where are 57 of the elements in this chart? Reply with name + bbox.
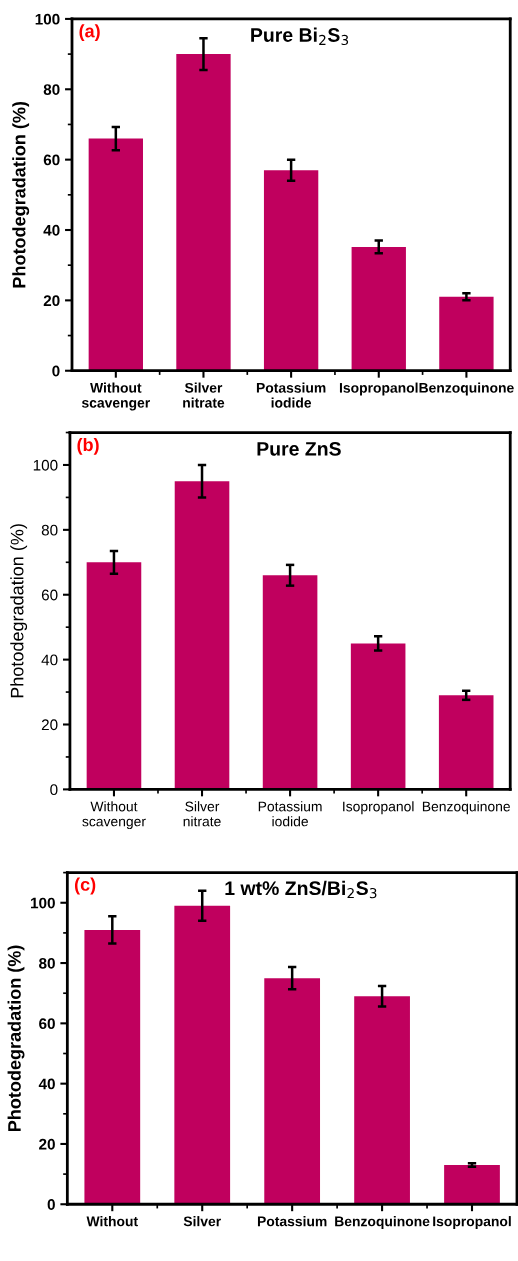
y-tick-label: 40 xyxy=(38,1078,55,1090)
x-tick-label: Benzoquinone xyxy=(419,382,514,396)
y-tick-label: 0 xyxy=(47,1199,55,1210)
x-tick-label: Silver xyxy=(183,1216,221,1227)
y-tick-label: 40 xyxy=(43,224,60,236)
x-tick-label: Silver nitrate xyxy=(183,801,221,827)
bar xyxy=(174,481,230,790)
y-tick-label: 100 xyxy=(31,897,55,909)
bar xyxy=(264,978,321,1205)
bar xyxy=(88,138,143,371)
y-axis-title: Photodegradation (%) xyxy=(12,101,30,288)
y-tick-label: 80 xyxy=(39,957,55,969)
bar xyxy=(439,296,494,371)
bar xyxy=(444,1165,500,1205)
x-tick-label: Potassium xyxy=(257,1216,327,1227)
bar xyxy=(438,695,494,790)
x-tick-label: Benzoquinone xyxy=(335,1216,430,1230)
bar xyxy=(263,170,319,371)
y-tick-label: 100 xyxy=(33,459,58,471)
bar xyxy=(354,996,410,1205)
y-axis-title: Photodegradation (%) xyxy=(10,524,28,698)
bar xyxy=(351,246,406,371)
x-tick-label: Benzoquinone xyxy=(422,801,510,815)
y-tick-label: 80 xyxy=(41,524,58,536)
y-tick-label: 80 xyxy=(43,84,60,95)
chart-title: Pure Bi$_{2}$S$_{3}$ xyxy=(251,27,349,46)
annotation: (c) xyxy=(74,877,96,895)
y-tick-label: 100 xyxy=(35,13,60,25)
y-tick-label: 40 xyxy=(41,654,58,666)
x-tick-label: Isopropanol xyxy=(339,382,418,396)
x-tick-label: Without scavenger xyxy=(81,382,150,411)
bar xyxy=(350,643,406,790)
x-tick-label: Without scavenger xyxy=(82,801,146,830)
chart-title: 1 wt% ZnS/Bi$_{2}$S$_{3}$ xyxy=(225,880,377,899)
y-tick-label: 60 xyxy=(43,154,60,166)
x-tick-label: Potassium iodide xyxy=(258,801,322,827)
y-axis-title: Photodegradation (%) xyxy=(7,945,25,1131)
x-tick-label: Silver nitrate xyxy=(183,382,225,408)
bar xyxy=(174,905,231,1205)
bar xyxy=(176,54,231,371)
y-tick-label: 20 xyxy=(39,1138,55,1150)
y-tick-label: 20 xyxy=(41,719,58,731)
y-tick-label: 0 xyxy=(50,784,58,796)
y-tick-label: 60 xyxy=(39,1018,55,1030)
y-tick-label: 0 xyxy=(52,365,60,377)
x-tick-label: Without xyxy=(86,1216,138,1227)
y-tick-label: 20 xyxy=(43,295,60,307)
bar xyxy=(86,562,142,790)
chart-title: Pure ZnS xyxy=(257,441,341,456)
x-tick-label: Potassium iodide xyxy=(256,382,326,408)
x-tick-label: Isopropanol xyxy=(343,801,414,815)
annotation: (a) xyxy=(79,24,100,42)
x-tick-label: Isopropanol xyxy=(433,1216,511,1230)
annotation: (b) xyxy=(77,437,99,455)
bar xyxy=(84,929,141,1205)
y-tick-label: 60 xyxy=(41,589,58,601)
bar xyxy=(262,575,318,790)
